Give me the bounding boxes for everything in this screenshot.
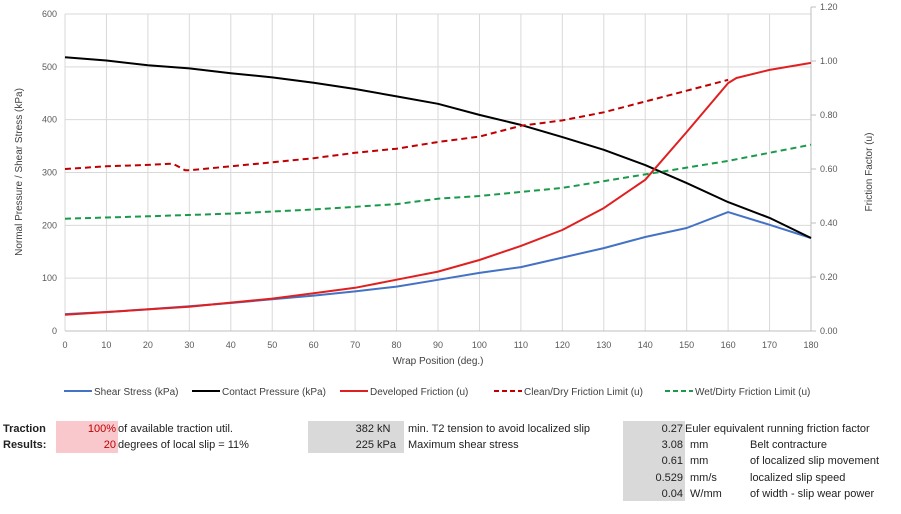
x-tick-label: 30 bbox=[184, 340, 194, 350]
x-tick-label: 90 bbox=[433, 340, 443, 350]
x-tick-label: 130 bbox=[596, 340, 611, 350]
result-text: of localized slip movement bbox=[750, 455, 880, 468]
x-tick-label: 110 bbox=[514, 340, 528, 350]
y-tick-label: 300 bbox=[42, 168, 57, 178]
x-tick-label: 20 bbox=[143, 340, 153, 350]
x-tick-label: 150 bbox=[679, 340, 694, 350]
y2-tick-label: 0.40 bbox=[820, 218, 838, 228]
traction-util-text: of available traction util. bbox=[118, 423, 233, 435]
result-value: 0.529 bbox=[655, 471, 683, 484]
friction-chart: 0 10 20 30 40 50 60 70 80 90 100 110 120 130 140 150 160… bbox=[14, 2, 875, 398]
shear-value: 225 bbox=[355, 439, 374, 451]
y-tick-label: 0 bbox=[52, 326, 57, 336]
shear-text: Maximum shear stress bbox=[408, 439, 519, 451]
series-line-4 bbox=[64, 143, 812, 220]
legend-entry: Shear Stress (kPa) bbox=[94, 387, 178, 398]
local-slip-value: 20 bbox=[103, 439, 116, 451]
result-text: Euler equivalent running friction factor bbox=[685, 423, 870, 435]
result-unit: W/mm bbox=[690, 487, 722, 500]
tension-box bbox=[308, 421, 404, 453]
y-tick-label: 100 bbox=[42, 273, 57, 283]
y-axis-title: Normal Pressure / Shear Stress (kPa) bbox=[14, 88, 25, 256]
legend-entry: Developed Friction (u) bbox=[370, 387, 468, 398]
legend-entry: Contact Pressure (kPa) bbox=[222, 387, 326, 398]
x-tick-label: 10 bbox=[101, 340, 111, 350]
local-slip-text: degrees of local slip = 11% bbox=[118, 439, 249, 451]
traction-highlight bbox=[56, 421, 118, 453]
result-text: Belt contracture bbox=[750, 439, 828, 452]
traction-label: Traction bbox=[3, 423, 46, 435]
result-value: 3.08 bbox=[661, 439, 683, 452]
y-tick-label: 500 bbox=[42, 62, 57, 72]
result-text: of width - slip wear power bbox=[750, 487, 875, 500]
x-tick-label: 120 bbox=[555, 340, 570, 350]
x-tick-label: 140 bbox=[638, 340, 653, 350]
t2-value: 382 bbox=[355, 423, 374, 435]
result-text: localized slip speed bbox=[750, 471, 846, 484]
result-value: 0.27 bbox=[661, 423, 683, 435]
x-tick-label: 60 bbox=[309, 340, 319, 350]
legend-entry: Clean/Dry Friction Limit (u) bbox=[524, 387, 643, 398]
x-tick-label: 100 bbox=[472, 340, 487, 350]
y2-tick-label: 0.60 bbox=[820, 164, 838, 174]
traction-util-value: 100% bbox=[87, 423, 116, 435]
y2-tick-label: 0.20 bbox=[820, 272, 838, 282]
result-unit: mm bbox=[690, 439, 709, 452]
y2-axis-title: Friction Factor (u) bbox=[864, 133, 875, 212]
results-box bbox=[623, 421, 685, 501]
x-tick-label: 180 bbox=[803, 340, 818, 350]
series-line-3 bbox=[64, 78, 729, 172]
shear-unit: kPa bbox=[377, 439, 396, 451]
legend-entry: Wet/Dirty Friction Limit (u) bbox=[695, 387, 810, 398]
x-tick-label: 50 bbox=[267, 340, 277, 350]
y2-tick-label: 0.00 bbox=[820, 326, 838, 336]
x-tick-label: 160 bbox=[721, 340, 736, 350]
x-tick-label: 70 bbox=[350, 340, 360, 350]
y-tick-label: 600 bbox=[42, 9, 57, 19]
result-unit: mm/s bbox=[690, 471, 717, 484]
y2-tick-label: 1.00 bbox=[820, 56, 838, 66]
x-tick-label: 0 bbox=[62, 340, 67, 350]
y2-tick-label: 1.20 bbox=[820, 2, 838, 12]
series-line-2 bbox=[64, 61, 812, 316]
result-unit: mm bbox=[690, 455, 709, 468]
x-axis-title: Wrap Position (deg.) bbox=[393, 356, 484, 367]
results-label: Results: bbox=[3, 439, 47, 451]
x-tick-label: 80 bbox=[392, 340, 402, 350]
t2-text: min. T2 tension to avoid localized slip bbox=[408, 423, 591, 435]
x-tick-label: 40 bbox=[226, 340, 236, 350]
x-tick-label: 170 bbox=[762, 340, 777, 350]
result-value: 0.61 bbox=[661, 455, 683, 468]
y2-tick-label: 0.80 bbox=[820, 110, 838, 120]
series-line-1 bbox=[64, 56, 812, 239]
y-tick-label: 400 bbox=[42, 115, 57, 125]
t2-unit: kN bbox=[377, 423, 391, 435]
y-tick-label: 200 bbox=[42, 220, 57, 230]
result-value: 0.04 bbox=[661, 487, 683, 500]
